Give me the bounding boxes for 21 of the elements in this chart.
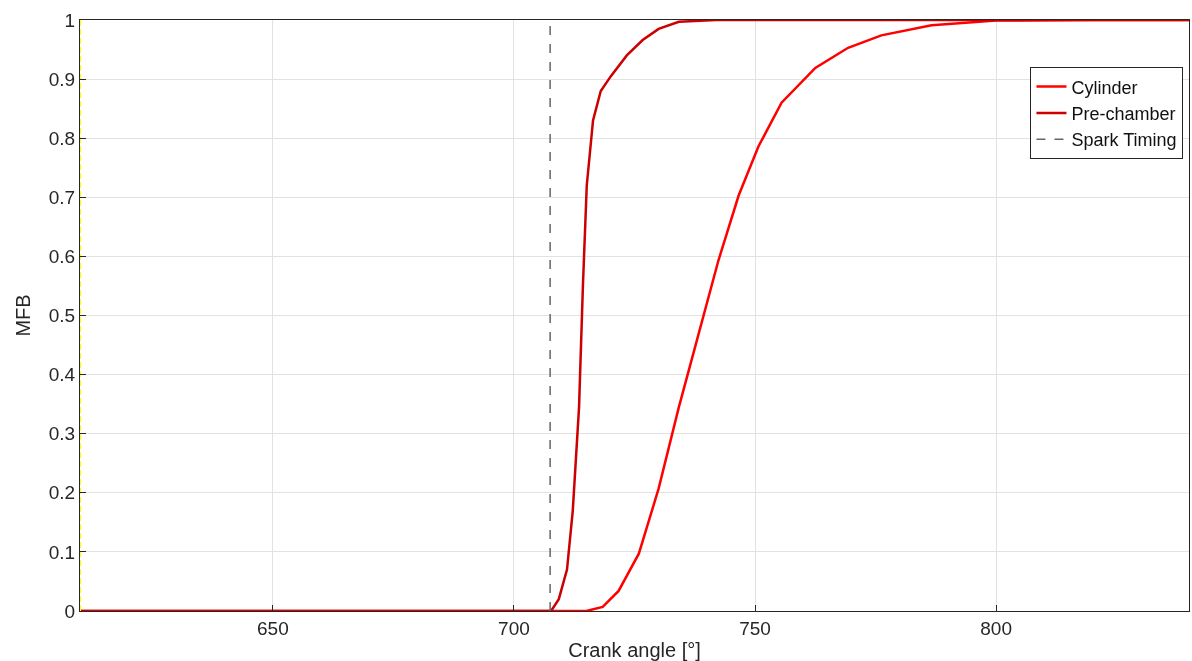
y-tick-label: 0.1 <box>48 541 76 563</box>
y-tick-label: 0 <box>64 600 76 622</box>
line-series <box>80 20 1189 611</box>
y-tick-label: 0.9 <box>48 68 76 90</box>
x-tick-label: 800 <box>980 617 1012 639</box>
legend-label: Pre-chamber <box>1071 103 1176 124</box>
y-tick-label: 0.4 <box>48 364 76 386</box>
y-tick-label: 0.8 <box>48 127 76 149</box>
y-axis-title: MFB <box>12 294 34 337</box>
x-tick-label: 700 <box>498 617 530 639</box>
legend-label: Spark Timing <box>1071 130 1177 151</box>
y-tick-label: 0.5 <box>48 305 76 327</box>
y-tick-label: 1 <box>64 9 76 31</box>
x-axis-title: Crank angle [°] <box>568 639 701 661</box>
y-tick-label: 0.3 <box>48 423 76 445</box>
y-tick-label: 0.2 <box>48 482 76 504</box>
y-tick-label: 0.7 <box>48 186 76 208</box>
legend-label: Cylinder <box>1071 77 1138 98</box>
x-tick-label: 650 <box>257 617 289 639</box>
x-tick-label: 750 <box>739 617 771 639</box>
y-tick-label: 0.6 <box>48 246 76 268</box>
